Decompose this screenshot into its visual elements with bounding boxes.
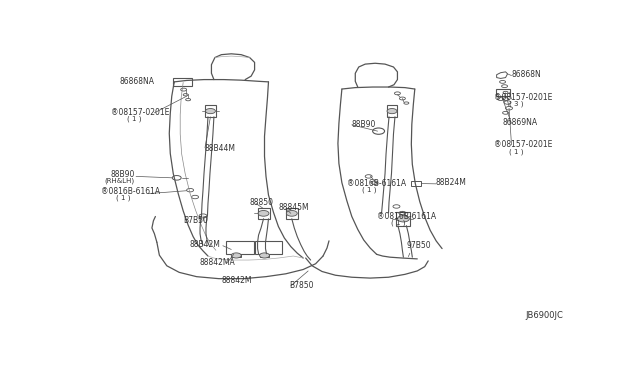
Ellipse shape: [387, 109, 397, 114]
Bar: [387, 105, 397, 117]
Text: ®08157-0201E: ®08157-0201E: [494, 93, 552, 102]
Text: ®08157-0201E: ®08157-0201E: [494, 140, 552, 150]
Text: 88B44M: 88B44M: [205, 144, 236, 153]
Text: B7B50: B7B50: [183, 216, 208, 225]
Bar: [173, 78, 192, 86]
Bar: [227, 241, 253, 254]
Bar: [286, 208, 298, 219]
Text: 88B90: 88B90: [352, 121, 376, 129]
Bar: [205, 105, 216, 117]
Ellipse shape: [397, 216, 410, 222]
Text: 86868N: 86868N: [511, 70, 541, 79]
Text: 88B42M: 88B42M: [189, 240, 220, 249]
Text: 88B90: 88B90: [111, 170, 135, 179]
Bar: [231, 254, 241, 257]
Bar: [412, 181, 421, 186]
Ellipse shape: [260, 253, 269, 258]
Ellipse shape: [205, 109, 216, 114]
Text: ( 1 ): ( 1 ): [362, 187, 376, 193]
Bar: [396, 212, 410, 226]
Ellipse shape: [231, 253, 241, 258]
Text: JB6900JC: JB6900JC: [525, 311, 564, 320]
Text: 97B50: 97B50: [406, 241, 431, 250]
Text: ( 1 ): ( 1 ): [116, 195, 130, 201]
Bar: [257, 208, 270, 219]
Text: ( 1 ): ( 1 ): [392, 220, 406, 226]
Ellipse shape: [286, 211, 297, 216]
Text: ®0816B-6161A: ®0816B-6161A: [101, 187, 160, 196]
Text: ®0816B-6161A: ®0816B-6161A: [376, 212, 436, 221]
Text: ®08157-0201E: ®08157-0201E: [111, 108, 169, 117]
Text: 86868NA: 86868NA: [120, 77, 155, 86]
Bar: [260, 254, 269, 257]
Text: ®0816B-6161A: ®0816B-6161A: [347, 179, 406, 188]
Text: B7850: B7850: [289, 281, 314, 290]
Text: 86869NA: 86869NA: [502, 118, 538, 127]
Bar: [495, 89, 509, 96]
Bar: [255, 241, 282, 254]
Text: ( 1 ): ( 1 ): [509, 148, 524, 155]
Text: ( 3 ): ( 3 ): [509, 101, 524, 108]
Text: 88842MA: 88842MA: [199, 259, 235, 267]
Text: 88842M: 88842M: [221, 276, 252, 285]
Text: 88850: 88850: [250, 198, 274, 207]
Text: 88845M: 88845M: [278, 203, 309, 212]
Ellipse shape: [258, 211, 269, 216]
Text: (RH&LH): (RH&LH): [105, 177, 135, 184]
Text: 88B24M: 88B24M: [435, 178, 466, 187]
Text: ( 1 ): ( 1 ): [127, 116, 141, 122]
